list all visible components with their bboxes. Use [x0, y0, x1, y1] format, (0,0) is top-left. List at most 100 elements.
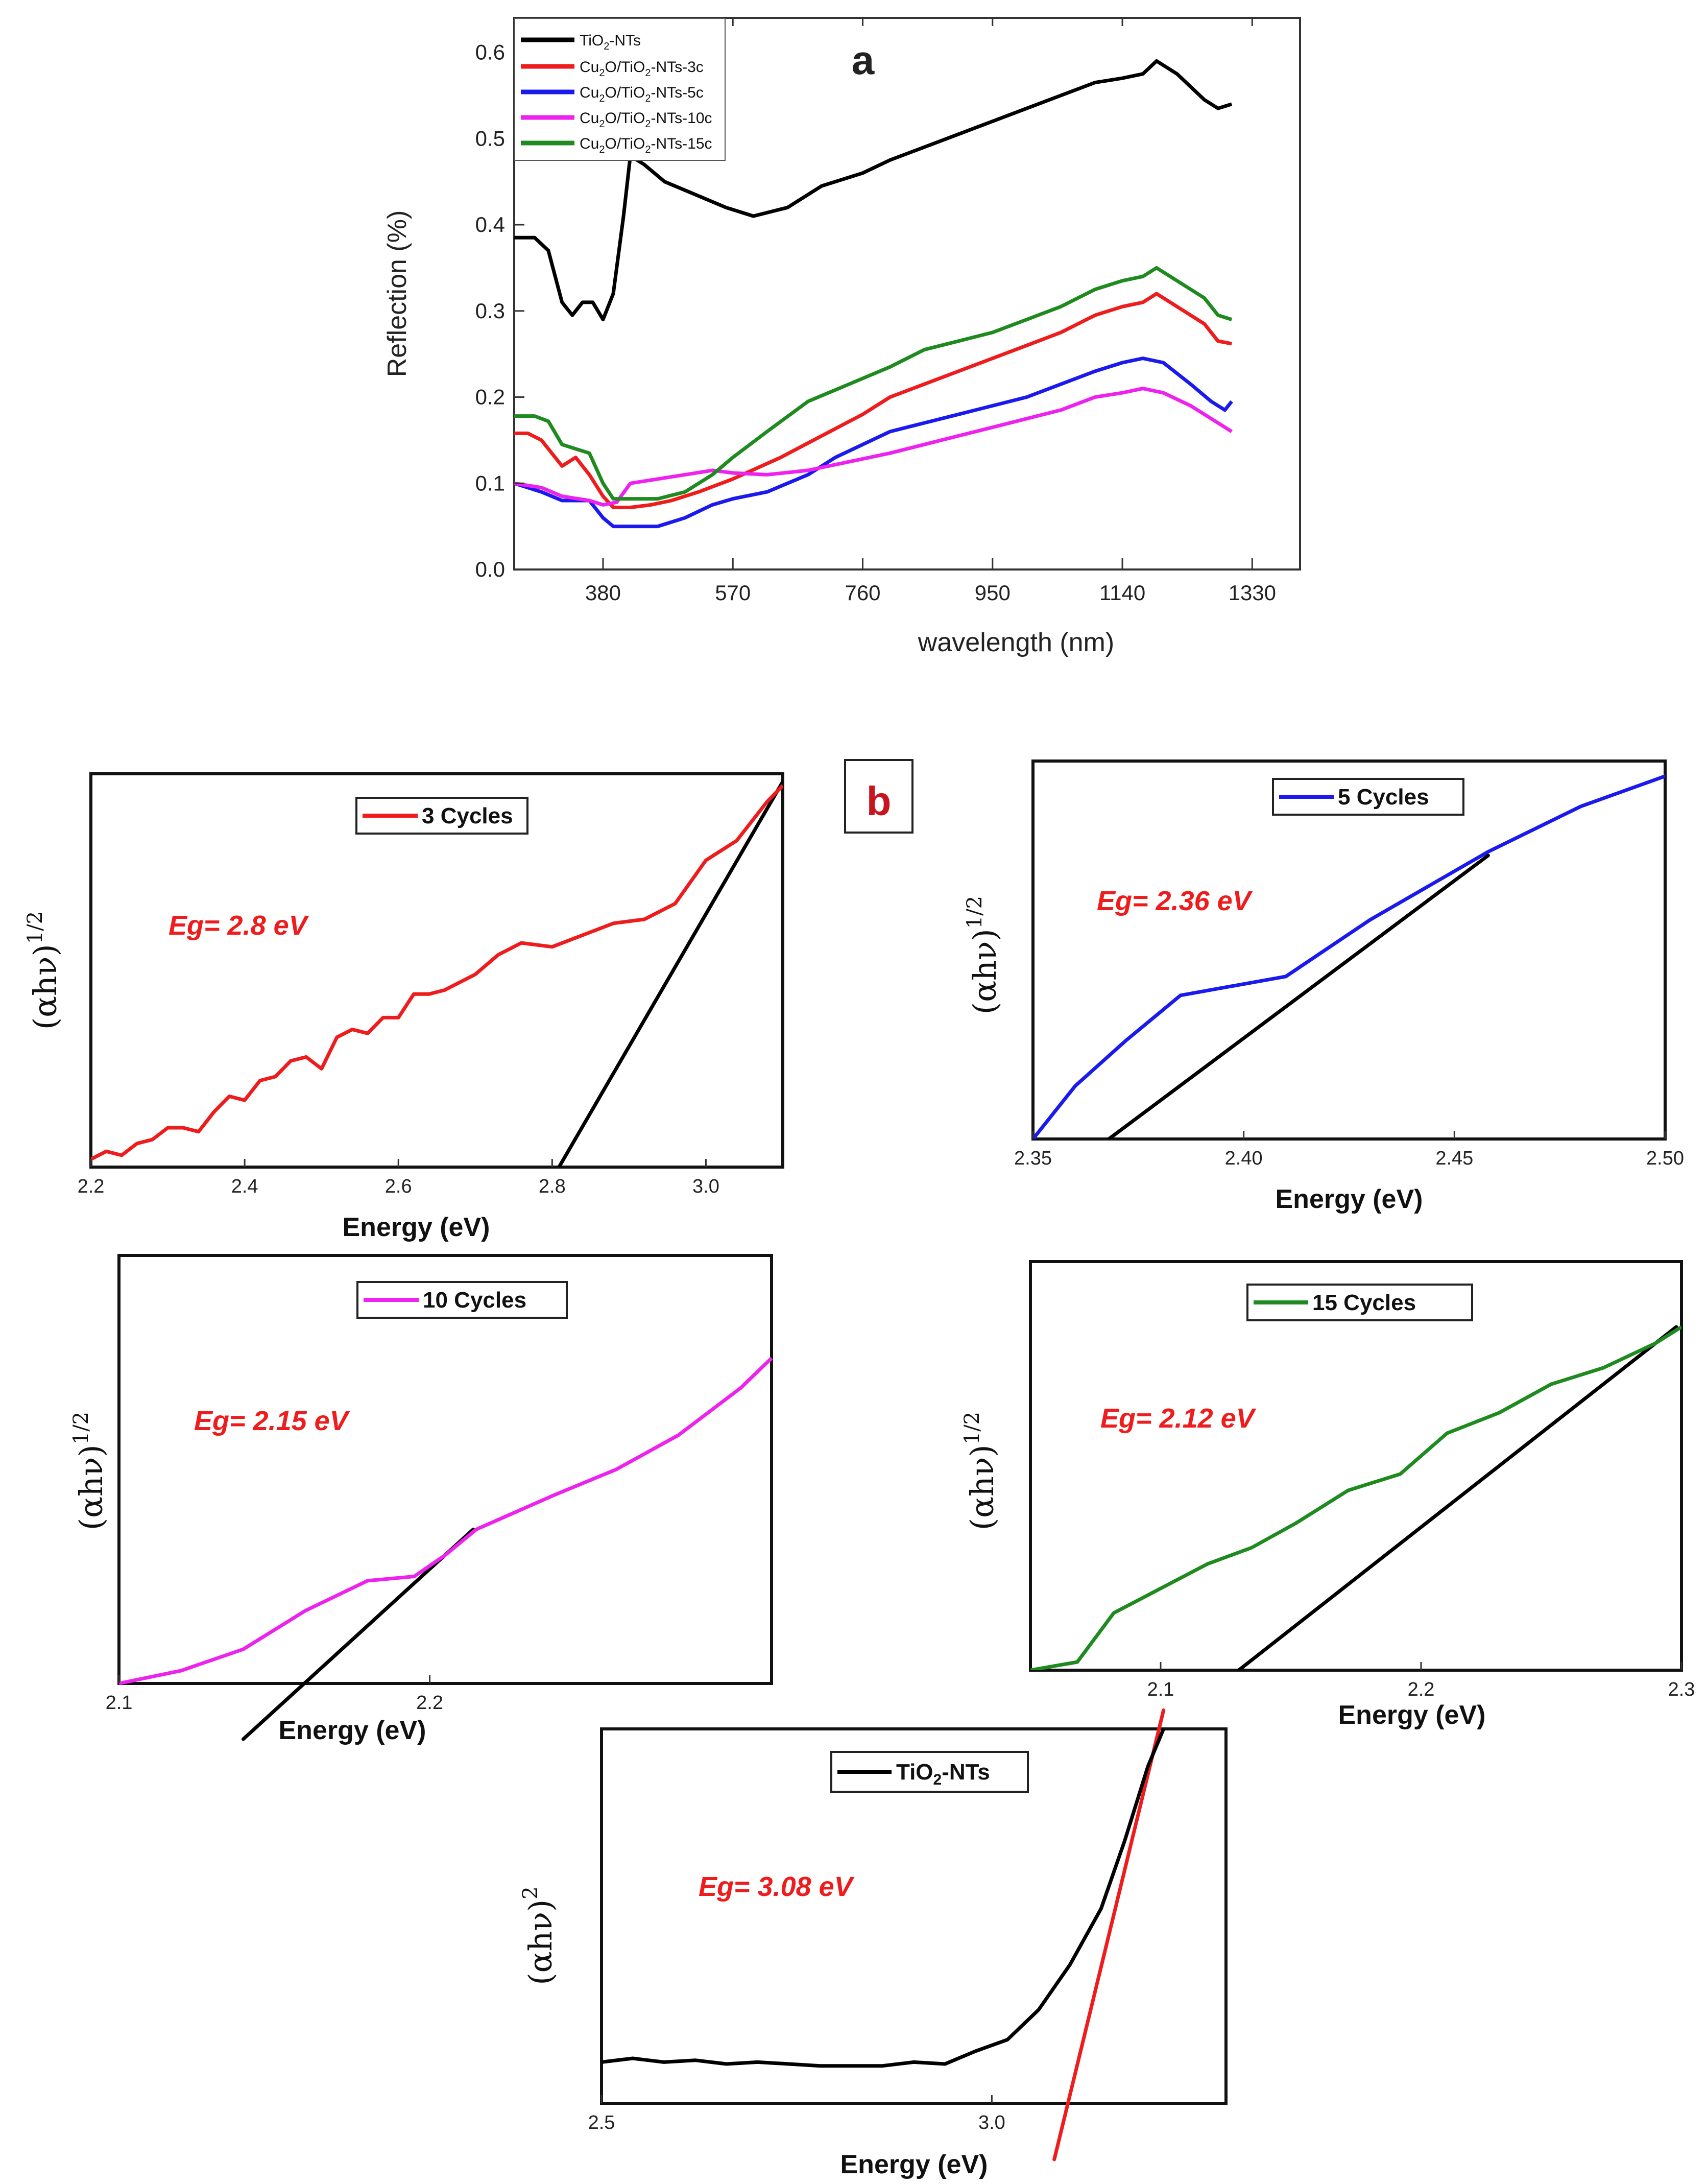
panel-a: 380 570 760 950 1140 1330 0.00.10.20.30.40.50… — [382, 17, 1301, 657]
b3-xlabel: Energy (eV) — [343, 1213, 490, 1242]
legend-label-10c: Cu2O/TiO2-NTs-10c — [580, 110, 712, 130]
b3-annotation: Eg= 2.8 eV — [169, 910, 309, 941]
b10-xtick-label: 2.2 — [416, 1692, 443, 1714]
b5-xtick-label: 2.40 — [1225, 1148, 1263, 1169]
a-series-2 — [514, 357, 1233, 529]
bTi-xtick-label: 3.0 — [978, 2112, 1005, 2133]
b5-annotation: Eg= 2.36 eV — [1097, 886, 1253, 916]
legend-label-15c: Cu2O/TiO2-NTs-15c — [580, 135, 712, 155]
bTi-legend-label: TiO2-NTs — [896, 1760, 990, 1788]
a-series-4 — [514, 266, 1233, 501]
a-ytick-label: 0.4 — [475, 212, 505, 236]
b15-xtick-label: 2.1 — [1147, 1679, 1174, 1700]
a-ytick-label: 0.6 — [475, 40, 505, 64]
legend-label-3c: Cu2O/TiO2-NTs-3c — [580, 59, 704, 79]
panel-b-5-cycles: 2.35 2.40 2.45 2.50 5 Cycles Eg= 2.36 eV En… — [963, 759, 1684, 1214]
panel-a-xticks: 380 570 760 950 1140 1330 — [585, 558, 1276, 605]
a-xtick-label: 760 — [845, 581, 880, 605]
b5-ylabel: (αhν)1/2 — [963, 896, 1003, 1014]
panel-b-tio2: 2.5 3.0 TiO2-NTs Eg= 3.08 eV Energy (eV) … — [519, 1708, 1228, 2179]
b15-xtick-label: 2.3 — [1668, 1679, 1695, 1700]
panel-b-10-cycles: 2.1 2.2 10 Cycles Eg= 2.15 eV Energy (eV)… — [69, 1254, 773, 1745]
panel-a-label: a — [852, 37, 875, 83]
bTi-xticks: 2.5 3.0 — [588, 2095, 1005, 2133]
a-ytick-label: 0.1 — [475, 471, 505, 495]
b15-plot-layer — [1030, 1325, 1681, 1670]
panel-b-15-cycles: 2.1 2.2 2.3 15 Cycles Eg= 2.12 eV Energy (… — [960, 1260, 1695, 1730]
b10-annotation: Eg= 2.15 eV — [194, 1406, 350, 1436]
a-xtick-label: 380 — [585, 581, 621, 605]
b10-xticks: 2.1 2.2 — [106, 1675, 443, 1714]
a-xtick-label: 950 — [975, 581, 1011, 605]
bTi-tangent-line — [1052, 1708, 1166, 2162]
b15-annotation: Eg= 2.12 eV — [1100, 1403, 1257, 1434]
b10-frame — [117, 1254, 773, 1685]
b5-xticks: 2.35 2.40 2.45 2.50 — [1014, 1131, 1684, 1169]
b5-series-0 — [1033, 774, 1665, 1139]
b5-plot-layer — [1033, 774, 1665, 1139]
panel-a-xlabel: wavelength (nm) — [918, 628, 1114, 657]
b5-xtick-label: 2.35 — [1014, 1148, 1052, 1169]
a-series-3 — [514, 387, 1233, 507]
bTi-ylabel: (αhν)2 — [519, 1886, 559, 1985]
bTi-xtick-label: 2.5 — [588, 2112, 615, 2133]
b5-xtick-label: 2.45 — [1435, 1148, 1473, 1169]
bTi-plot-layer — [601, 1708, 1166, 2162]
b3-xtick-label: 2.8 — [539, 1176, 566, 1197]
b15-frame — [1029, 1260, 1683, 1672]
a-xtick-label: 570 — [715, 581, 751, 605]
b3-plot-layer — [91, 779, 783, 1167]
panel-a-yticks: 0.0 0.1 0.2 0.3 0.4 0.5 0.6 — [475, 18, 1253, 581]
a-xtick-label: 1140 — [1099, 581, 1145, 605]
bTi-xlabel: Energy (eV) — [840, 2150, 988, 2179]
b5-xlabel: Energy (eV) — [1276, 1184, 1423, 1214]
b10-legend-label: 10 Cycles — [423, 1288, 526, 1313]
b5-legend-box — [1272, 778, 1464, 816]
b15-tangent-line — [1236, 1325, 1678, 1670]
b3-xtick-label: 2.2 — [78, 1176, 105, 1197]
b5-tangent-line — [1105, 853, 1490, 1139]
b10-ylabel: (αhν)1/2 — [69, 1412, 110, 1530]
b15-xlabel: Energy (eV) — [1338, 1700, 1486, 1730]
b15-ylabel: (αhν)1/2 — [960, 1412, 1001, 1530]
b10-plot-layer — [118, 1357, 773, 1741]
panel-a-series-layer — [514, 59, 1233, 529]
panel-a-frame — [513, 17, 1301, 571]
legend-label-tio2: TiO2-NTs — [580, 32, 641, 52]
a-xtick-label: 1330 — [1229, 581, 1276, 605]
b3-xticks: 2.2 2.4 2.6 2.8 3.0 — [78, 1159, 719, 1197]
b3-series-0 — [91, 784, 783, 1161]
b3-xtick-label: 2.4 — [231, 1176, 258, 1197]
a-ytick-label: 0.0 — [475, 557, 505, 581]
b3-xtick-label: 3.0 — [692, 1176, 719, 1197]
b5-xtick-label: 2.50 — [1646, 1148, 1684, 1169]
b3-frame — [89, 772, 784, 1169]
b3-legend-label: 3 Cycles — [422, 803, 513, 828]
panel-b-3-cycles: 2.2 2.4 2.6 2.8 3.0 3 Cycles Eg= 2.8 eV Ener… — [23, 772, 784, 1242]
b10-xtick-label: 2.1 — [106, 1692, 133, 1714]
b5-legend-label: 5 Cycles — [1338, 785, 1429, 810]
bTi-series-0 — [601, 1728, 1165, 2068]
a-series-0 — [514, 59, 1233, 322]
a-series-1 — [514, 292, 1232, 509]
b3-ylabel: (αhν)1/2 — [23, 911, 64, 1030]
b15-xticks: 2.1 2.2 2.3 — [1147, 1662, 1695, 1700]
panel-b-label: b — [867, 778, 892, 824]
a-ytick-label: 0.2 — [475, 385, 505, 409]
panel-a-legend: TiO2-NTs Cu2O/TiO2-NTs-3c Cu2O/TiO2-NTs-… — [514, 18, 726, 161]
b10-xlabel: Energy (eV) — [279, 1716, 426, 1745]
a-ytick-label: 0.5 — [475, 126, 505, 150]
a-ytick-label: 0.3 — [475, 299, 505, 323]
b3-xtick-label: 2.6 — [385, 1176, 412, 1197]
b15-xtick-label: 2.2 — [1408, 1679, 1435, 1700]
b15-series-0 — [1030, 1325, 1681, 1670]
panel-b-label-box: b — [844, 759, 913, 834]
bTi-annotation: Eg= 3.08 eV — [699, 1871, 855, 1902]
panel-b-label-frame — [844, 759, 913, 834]
b10-series-0 — [118, 1357, 773, 1686]
legend-label-5c: Cu2O/TiO2-NTs-5c — [580, 84, 704, 104]
bTi-frame — [600, 1727, 1228, 2105]
panel-a-ylabel: Reflection (%) — [382, 210, 412, 377]
b15-legend-label: 15 Cycles — [1312, 1290, 1416, 1315]
